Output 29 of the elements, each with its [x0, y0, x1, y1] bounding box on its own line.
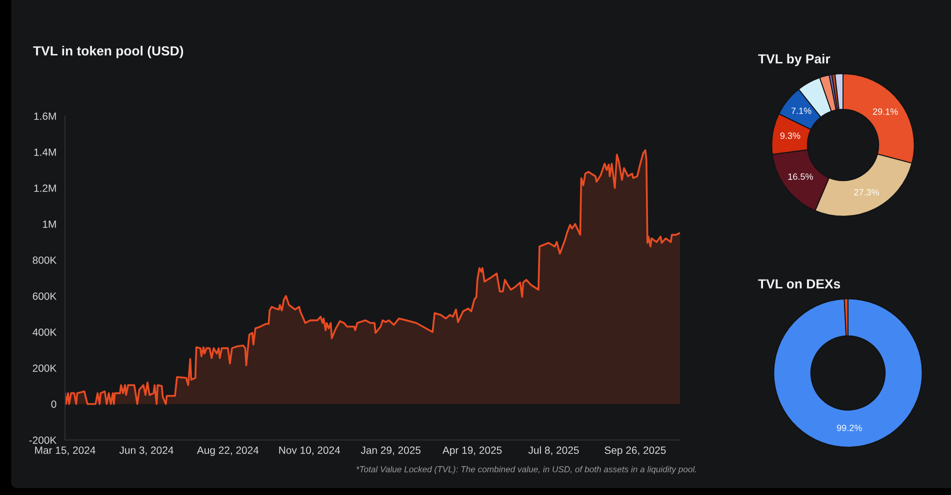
y-tick-label: 200K: [32, 364, 57, 372]
x-tick-label: Nov 10, 2024: [279, 446, 340, 456]
y-tick-label: 1.6M: [34, 112, 56, 120]
x-tick-label: Jun 3, 2024: [119, 446, 174, 456]
data-label: 7.1%: [791, 108, 812, 114]
y-tick-label: -200K: [29, 436, 57, 444]
x-tick-label: Apr 19, 2025: [442, 446, 502, 456]
y-tick-label: 400K: [32, 328, 57, 336]
data-label: 29.1%: [873, 108, 898, 115]
y-tick-label: 800K: [32, 256, 57, 264]
data-label: 99.2%: [837, 424, 862, 432]
donut-slice: [773, 298, 923, 448]
data-label: 9.3%: [780, 132, 800, 139]
x-tick-label: Jul 8, 2025: [528, 446, 579, 456]
y-tick-label: 600K: [32, 292, 57, 300]
y-tick-label: 1.2M: [34, 184, 56, 192]
text: *Total Value Locked (TVL): The combined value, in USD, of both assets in a liquidity pool.: [356, 466, 696, 474]
y-tick-label: 0: [51, 400, 56, 408]
y-tick-label: 1M: [42, 220, 56, 228]
x-tick-label: Sep 26, 2025: [604, 446, 666, 456]
data-label: 16.5%: [788, 173, 813, 180]
x-tick-label: Jan 29, 2025: [360, 446, 421, 456]
chart-title: TVL in token pool (USD): [33, 46, 184, 58]
x-tick-label: Aug 22, 2024: [196, 446, 259, 456]
chart-title: TVL by Pair: [758, 54, 830, 66]
data-label: 27.3%: [854, 189, 879, 196]
x-tick-label: Mar 15, 2024: [35, 446, 96, 456]
chart-title: TVL on DEXs: [758, 279, 840, 289]
y-tick-label: 1.4M: [34, 148, 56, 156]
